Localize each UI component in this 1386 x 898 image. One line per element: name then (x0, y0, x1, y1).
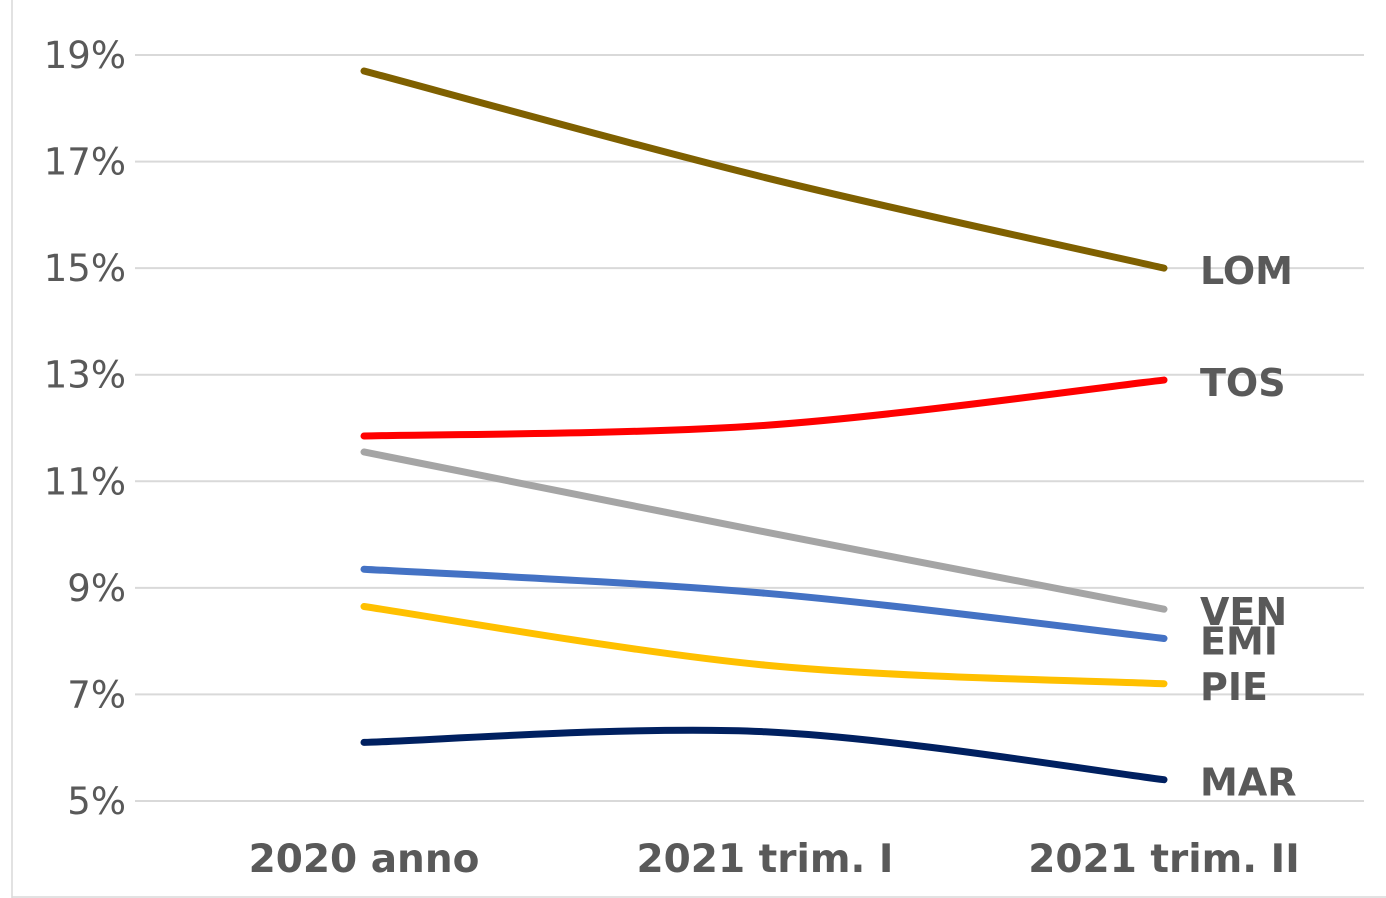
y-tick-label: 5% (67, 780, 126, 823)
y-tick-label: 17% (44, 141, 126, 184)
gridlines (135, 54, 1364, 802)
y-tick-label: 9% (67, 567, 126, 610)
series-label-mar: MAR (1200, 761, 1296, 805)
x-tick-label: 2021 trim. I (637, 837, 894, 882)
series-line-mar (360, 726, 1168, 784)
series-line-emi (360, 565, 1168, 642)
y-tick-label: 13% (44, 354, 126, 397)
y-axis-tick-labels: 5% 7% 9% 11% 13% 15% 17% 19% (44, 34, 126, 823)
y-tick-label: 7% (67, 673, 126, 716)
series-label-ven: VEN (1200, 590, 1287, 634)
x-axis-tick-labels: 2020 anno 2021 trim. I 2021 trim. II (249, 837, 1300, 882)
y-tick-label: 19% (44, 34, 126, 77)
series-label-lom: LOM (1200, 249, 1293, 293)
y-tick-label: 15% (44, 247, 126, 290)
series-line-pie (360, 603, 1168, 688)
frame-layer (11, 0, 1386, 898)
series-label-emi: EMI (1200, 619, 1278, 663)
series-lines (360, 67, 1168, 784)
series-label-pie: PIE (1200, 665, 1268, 709)
series-label-tos: TOS (1200, 361, 1286, 405)
x-tick-label: 2021 trim. II (1028, 837, 1299, 882)
series-line-tos (360, 376, 1168, 440)
y-tick-label: 11% (44, 460, 126, 503)
series-line-ven (360, 448, 1168, 613)
series-line-lom (360, 67, 1168, 272)
x-tick-label: 2020 anno (249, 837, 480, 882)
